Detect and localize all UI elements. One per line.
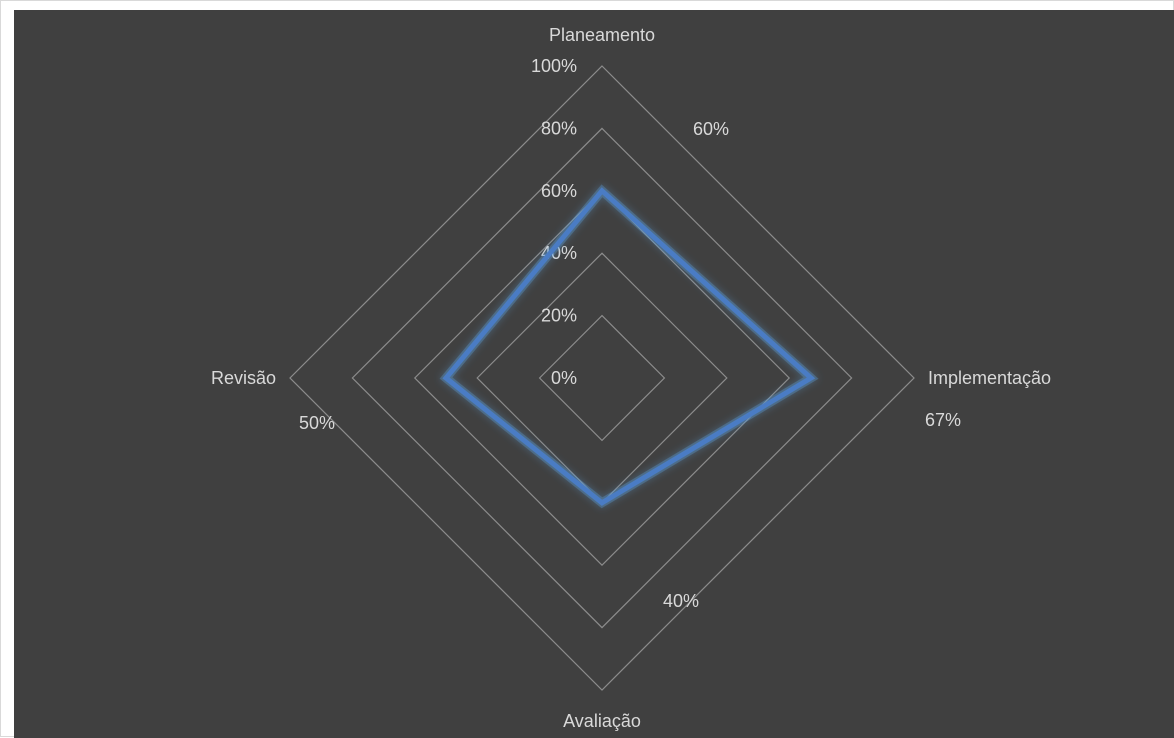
category-label: Planeamento (549, 25, 655, 45)
category-label-layer: Planeamento Implementação Avaliação Revisão (211, 25, 1051, 731)
data-label-layer: 60% 67% 40% 50% (299, 119, 961, 611)
plot-background (14, 10, 1174, 738)
grid-ring-80 (351, 127, 853, 629)
data-label: 50% (299, 413, 335, 433)
data-label: 67% (925, 410, 961, 430)
data-label: 60% (693, 119, 729, 139)
r-tick-label: 100% (531, 56, 577, 76)
r-tick-label: 0% (551, 368, 577, 388)
grid-ring-20 (538, 314, 666, 442)
series-layer (439, 184, 819, 509)
series-line-0 (442, 187, 816, 506)
r-tick-label: 60% (541, 181, 577, 201)
category-label: Implementação (928, 368, 1051, 388)
grid-ring-100 (289, 65, 915, 691)
r-tick-label: 20% (541, 306, 577, 326)
data-label: 40% (663, 591, 699, 611)
r-tick-label: 80% (541, 118, 577, 138)
grid-ring-60 (413, 189, 791, 567)
category-label: Avaliação (563, 711, 641, 731)
category-label: Revisão (211, 368, 276, 388)
